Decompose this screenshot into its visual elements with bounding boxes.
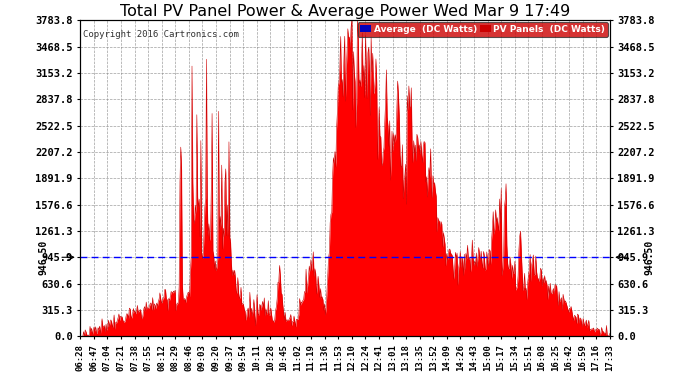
Text: 946.50: 946.50 [39,240,48,275]
Legend: Average  (DC Watts), PV Panels  (DC Watts): Average (DC Watts), PV Panels (DC Watts) [357,22,608,36]
Text: 946.50: 946.50 [644,240,654,275]
Title: Total PV Panel Power & Average Power Wed Mar 9 17:49: Total PV Panel Power & Average Power Wed… [120,4,570,19]
Text: Copyright 2016 Cartronics.com: Copyright 2016 Cartronics.com [83,30,239,39]
